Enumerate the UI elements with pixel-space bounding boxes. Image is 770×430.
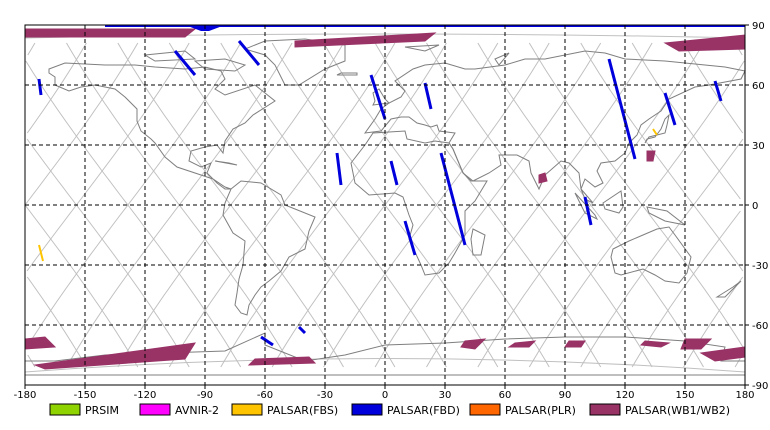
coastline	[494, 52, 510, 66]
x-tick-label: 30	[439, 390, 452, 401]
coastline	[470, 228, 486, 256]
wb-observation-patch	[33, 342, 196, 370]
coastline	[222, 180, 316, 316]
fbd-swath	[237, 40, 261, 66]
x-tick-label: -150	[74, 390, 97, 401]
orbit-track	[323, 42, 550, 368]
legend-swatch	[589, 403, 621, 416]
y-tick-label: -60	[752, 321, 768, 332]
x-tick-label: 120	[615, 390, 634, 401]
wb-observation-patch	[24, 336, 57, 350]
y-tick-label: 30	[752, 141, 765, 152]
legend-label: PALSAR(FBS)	[267, 404, 338, 417]
orbit-track	[27, 42, 745, 368]
orbit-track	[168, 42, 396, 368]
fbd-swath	[403, 220, 417, 256]
coastline	[350, 130, 488, 276]
x-tick-label: 90	[559, 390, 572, 401]
legend-swatch	[469, 403, 501, 416]
y-tick-label: -30	[752, 261, 768, 272]
fbd-swath	[423, 82, 433, 110]
fbd-swath	[297, 325, 307, 335]
coastline	[404, 44, 440, 52]
legend-label: AVNIR-2	[175, 404, 219, 417]
wb-observation-patch	[699, 346, 746, 362]
x-tick-label: -180	[14, 390, 37, 401]
fbd-swath	[389, 160, 399, 186]
wb-observation-patch	[639, 340, 671, 348]
y-tick-label: 0	[752, 201, 758, 212]
legend-swatch	[139, 403, 171, 416]
x-tick-label: -60	[257, 390, 273, 401]
x-tick-label: 0	[382, 390, 388, 401]
coastline	[646, 206, 686, 226]
coastline	[214, 160, 238, 166]
fbd-swath	[369, 74, 387, 120]
legend-label: PALSAR(WB1/WB2)	[625, 404, 730, 417]
fbd-swath	[260, 335, 274, 347]
orbit-track	[26, 42, 744, 368]
palsar-swath-observations	[37, 40, 723, 347]
legend-label: PALSAR(FBD)	[387, 404, 460, 417]
legend: PRSIM AVNIR-2 PALSAR(FBS) PALSAR(FBD) PALSAR…	[49, 403, 730, 417]
y-tick-label: -90	[752, 381, 768, 392]
coastline	[243, 38, 346, 86]
fbd-swath	[37, 78, 43, 96]
coastline	[363, 50, 746, 204]
fbd-swath	[607, 58, 637, 160]
orbit-track	[477, 42, 704, 368]
coastline	[193, 58, 247, 72]
wb-observation-patch	[294, 32, 437, 48]
wb-observation-patch	[247, 356, 317, 366]
orbit-track	[26, 42, 744, 368]
latitude-ticks: 90 60 30 0 -30 -60 -90	[745, 21, 768, 392]
wb-observation-patch	[24, 28, 197, 38]
fbd-swath	[713, 80, 723, 102]
legend-label: PRSIM	[85, 404, 119, 417]
legend-swatch	[351, 403, 383, 416]
orbit-track	[26, 42, 744, 368]
coastline	[372, 88, 391, 106]
fbd-swath	[583, 196, 593, 226]
fbd-swath	[663, 92, 677, 126]
legend-swatch	[231, 403, 263, 416]
legend-label: PALSAR(PLR)	[505, 404, 576, 417]
y-tick-label: 60	[752, 81, 765, 92]
x-tick-label: -90	[197, 390, 213, 401]
orbit-track	[26, 42, 744, 368]
coastline	[336, 72, 358, 76]
coastline	[48, 62, 276, 190]
fbs-swath	[652, 128, 658, 136]
legend-swatch	[49, 403, 81, 416]
coastline	[644, 113, 670, 144]
x-tick-label: -30	[317, 390, 333, 401]
wb-observation-patch	[507, 340, 537, 348]
coastline	[143, 50, 197, 62]
fbs-swath	[38, 244, 44, 262]
wb-observation-patch	[680, 338, 713, 350]
x-tick-label: 60	[499, 390, 512, 401]
wb-observation-patch	[646, 150, 656, 162]
orbit-track	[24, 358, 746, 373]
longitude-ticks: -180 -150 -120 -90 -60 -30 0 30 60 90 120 150 180	[14, 385, 755, 401]
fbd-swath	[335, 152, 343, 186]
x-tick-label: 180	[735, 390, 754, 401]
coastline	[610, 226, 692, 284]
wb-observation-patch	[564, 340, 586, 348]
coastline	[602, 190, 624, 214]
fbd-swath	[173, 50, 197, 76]
x-tick-label: -120	[134, 390, 157, 401]
coastline	[715, 280, 742, 298]
y-tick-label: 90	[752, 21, 765, 32]
wb-observation-patch	[460, 338, 487, 350]
graticule	[25, 25, 745, 385]
wb-observation-patch	[538, 172, 548, 184]
x-tick-label: 150	[675, 390, 694, 401]
